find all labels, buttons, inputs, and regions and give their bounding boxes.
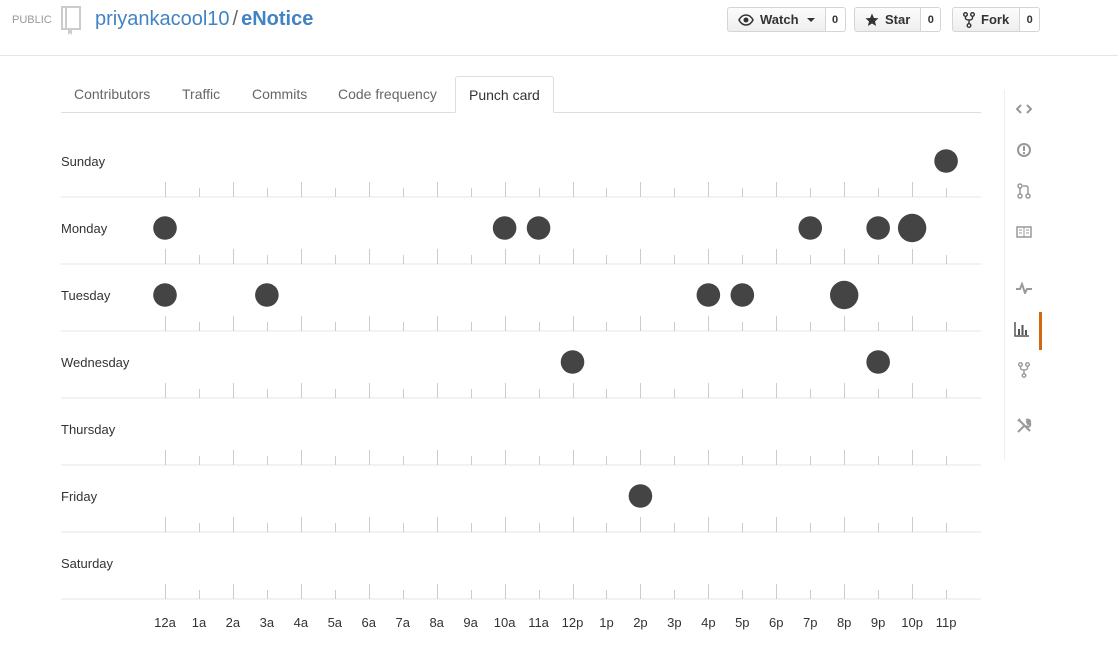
hour-label-4p: 4p — [701, 615, 715, 630]
hour-label-3a: 3a — [260, 615, 275, 630]
hour-label-11a: 11a — [528, 615, 549, 630]
watch-label: Watch — [760, 12, 799, 27]
star-label: Star — [885, 12, 911, 27]
hour-label-9a: 9a — [463, 615, 478, 630]
day-label-tuesday: Tuesday — [61, 288, 111, 303]
pulse-icon — [1015, 281, 1032, 299]
visibility-label: PUBLIC — [12, 14, 52, 26]
fork-count[interactable]: 0 — [1020, 7, 1041, 32]
hour-label-5p: 5p — [735, 615, 749, 630]
hour-label-2p: 2p — [633, 615, 647, 630]
hour-label-7a: 7a — [395, 615, 410, 630]
sidebar-item-wiki[interactable] — [1005, 215, 1042, 253]
sidebar-item-pull-requests[interactable] — [1005, 174, 1042, 212]
fork-button[interactable]: Fork — [952, 7, 1021, 32]
day-label-sunday: Sunday — [61, 154, 106, 169]
hour-label-12a: 12a — [154, 615, 176, 630]
hour-label-4a: 4a — [294, 615, 309, 630]
tab-commits[interactable]: Commits — [252, 86, 308, 102]
commit-dot-tuesday-3a[interactable]: 1 commits — [255, 283, 279, 307]
commit-dot-monday-9p[interactable]: 1 commits — [866, 216, 890, 240]
commit-dot-monday-10p[interactable]: 2 commits — [897, 213, 927, 243]
hour-label-1p: 1p — [599, 615, 613, 630]
repo-header: PUBLIC priyankacool10/eNotice Watch 0 St… — [0, 0, 1118, 56]
hour-label-12p: 12p — [562, 615, 584, 630]
repo-sidebar-nav — [1004, 90, 1042, 460]
repo-name-link[interactable]: eNotice — [241, 8, 314, 30]
hour-label-10a: 10a — [494, 615, 516, 630]
network-icon — [1017, 361, 1030, 383]
commit-dot-monday-12a[interactable]: 1 commits — [153, 216, 177, 240]
hour-label-8p: 8p — [837, 615, 851, 630]
sidebar-item-network[interactable] — [1005, 353, 1042, 391]
star-icon — [865, 13, 879, 27]
commit-dot-sunday-11p[interactable]: 1 commits — [934, 149, 958, 173]
repo-title: priyankacool10/eNotice — [95, 8, 313, 31]
hour-label-8a: 8a — [429, 615, 444, 630]
hour-label-9p: 9p — [871, 615, 885, 630]
star-group: Star 0 — [854, 7, 942, 32]
repo-owner-link[interactable]: priyankacool10 — [95, 8, 230, 30]
code-icon — [1015, 102, 1032, 120]
graphs-icon — [1014, 321, 1030, 342]
hour-label-5a: 5a — [328, 615, 343, 630]
hour-label-6p: 6p — [769, 615, 783, 630]
sidebar-item-issues[interactable] — [1005, 133, 1042, 171]
commit-dot-tuesday-12a[interactable]: 1 commits — [153, 283, 177, 307]
tab-contributors[interactable]: Contributors — [74, 86, 151, 102]
chevron-down-icon — [806, 17, 815, 22]
graph-tabs: Contributors Traffic Commits Code freque… — [61, 76, 981, 113]
watch-group: Watch 0 — [727, 7, 846, 32]
fork-icon — [963, 11, 975, 28]
sidebar-item-pulse[interactable] — [1005, 271, 1042, 309]
watch-button[interactable]: Watch — [727, 7, 826, 32]
day-label-saturday: Saturday — [61, 556, 114, 571]
hour-label-10p: 10p — [901, 615, 923, 630]
fork-group: Fork 0 — [952, 7, 1041, 32]
commit-dot-friday-2p[interactable]: 1 commits — [628, 484, 653, 508]
commit-dot-monday-7p[interactable]: 1 commits — [798, 216, 823, 240]
hour-label-3p: 3p — [667, 615, 681, 630]
sidebar-item-graphs[interactable] — [1005, 312, 1042, 350]
commit-dot-wednesday-12p[interactable]: 1 commits — [560, 350, 585, 374]
commit-dot-tuesday-8p[interactable]: 2 commits — [830, 280, 859, 310]
tab-punch-card[interactable]: Punch card — [455, 76, 554, 113]
commit-dot-tuesday-5p[interactable]: 1 commits — [730, 283, 755, 307]
hour-label-6a: 6a — [362, 615, 377, 630]
hour-label-7p: 7p — [803, 615, 817, 630]
day-label-wednesday: Wednesday — [61, 355, 130, 370]
hour-label-1a: 1a — [192, 615, 207, 630]
commit-dot-tuesday-4p[interactable]: 1 commits — [696, 283, 721, 307]
commit-dot-monday-11a[interactable]: 1 commits — [526, 216, 551, 240]
tab-traffic[interactable]: Traffic — [182, 86, 221, 102]
repo-icon — [60, 5, 84, 42]
hour-label-2a: 2a — [226, 615, 241, 630]
sidebar-item-code[interactable] — [1005, 92, 1042, 130]
star-count[interactable]: 0 — [921, 7, 942, 32]
wiki-icon — [1015, 225, 1032, 243]
repo-separator: / — [232, 8, 239, 30]
commit-dot-monday-10a[interactable]: 1 commits — [492, 216, 517, 240]
sidebar-item-settings[interactable] — [1005, 409, 1042, 447]
day-label-monday: Monday — [61, 221, 108, 236]
fork-label: Fork — [981, 12, 1010, 27]
star-button[interactable]: Star — [854, 7, 922, 32]
tab-code-frequency[interactable]: Code frequency — [338, 86, 437, 102]
hour-label-11p: 11p — [936, 615, 957, 630]
issues-icon — [1016, 142, 1032, 163]
commit-dot-wednesday-9p[interactable]: 1 commits — [866, 350, 890, 374]
settings-icon — [1016, 417, 1032, 439]
watch-count[interactable]: 0 — [825, 7, 846, 32]
eye-icon — [738, 13, 754, 26]
day-label-friday: Friday — [61, 489, 98, 504]
day-label-thursday: Thursday — [61, 422, 116, 437]
pull-request-icon — [1016, 182, 1031, 204]
